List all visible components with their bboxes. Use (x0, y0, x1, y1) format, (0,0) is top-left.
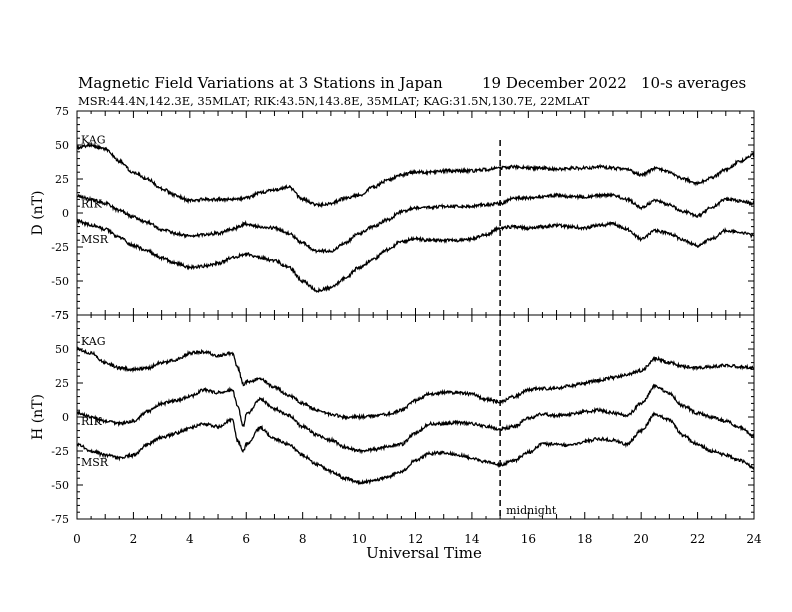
d-series-line-msr (76, 218, 755, 294)
x-tick-label: 18 (577, 532, 592, 546)
d-series-labels: KAG RIK MSR (81, 134, 109, 246)
h-series-label-kag: KAG (81, 335, 106, 348)
d-series-label-kag: KAG (81, 134, 106, 147)
d-y-tick-label: 0 (62, 207, 69, 220)
h-series-line-msr (76, 411, 755, 486)
h-series-labels: KAG RIK MSR (81, 335, 109, 469)
d-y-tick-label: 25 (55, 173, 69, 186)
h-y-tick-label: 25 (55, 377, 69, 390)
h-y-axis-label: H (nT) (30, 394, 46, 440)
d-y-axis-label: D (nT) (30, 191, 46, 236)
h-series-line-kag (76, 346, 755, 421)
figure-title: Magnetic Field Variations at 3 Stations … (78, 74, 443, 92)
d-y-axis: 75 50 25 0 -25 -50 -75 (51, 105, 755, 322)
h-panel: 75 50 25 0 -25 -50 -75 KAG RIK MSR H (nT) (30, 309, 755, 526)
x-tick-label: 8 (299, 532, 307, 546)
h-y-axis: 75 50 25 0 -25 -50 -75 (51, 309, 755, 526)
h-y-tick-label: 50 (55, 343, 69, 356)
x-tick-label: 12 (408, 532, 423, 546)
x-tick-label: 0 (73, 532, 81, 546)
d-y-tick-label: -50 (51, 275, 69, 288)
d-series-label-rik: RIK (81, 197, 103, 210)
d-panel: 75 50 25 0 -25 -50 -75 KAG RIK MSR D (nT) (30, 105, 755, 322)
x-tick-label: 6 (242, 532, 250, 546)
x-tick-label: 10 (351, 532, 366, 546)
x-tick-label: 20 (634, 532, 649, 546)
d-series-label-msr: MSR (81, 233, 109, 246)
h-y-tick-label: 75 (55, 309, 69, 322)
h-y-tick-label: 0 (62, 411, 69, 424)
h-series-label-msr: MSR (81, 456, 109, 469)
d-y-tick-label: -75 (51, 309, 69, 322)
x-tick-label: 16 (521, 532, 536, 546)
x-axis: 0 2 4 6 8 10 12 14 16 18 20 22 24 (73, 532, 762, 546)
figure-date: 19 December 2022 (482, 74, 627, 92)
h-y-tick-label: -75 (51, 513, 69, 526)
figure-averaging: 10-s averages (641, 74, 746, 92)
d-y-tick-label: 75 (55, 105, 69, 118)
d-series-line-kag (76, 141, 755, 209)
d-series-line-rik (76, 192, 755, 254)
stations-line: MSR:44.4N,142.3E, 35MLAT; RIK:43.5N,143.… (78, 94, 590, 108)
h-y-tick-label: -25 (51, 445, 69, 458)
x-axis-label: Universal Time (366, 544, 482, 562)
x-tick-label: 14 (464, 532, 480, 546)
x-tick-label: 2 (130, 532, 138, 546)
h-series-line-rik (76, 383, 755, 455)
midnight-label: midnight (506, 504, 557, 517)
d-panel-frame (76, 110, 755, 316)
d-series-lines (76, 141, 755, 294)
d-y-tick-label: 50 (55, 139, 69, 152)
x-tick-label: 4 (186, 532, 194, 546)
d-y-tick-label: -25 (51, 241, 69, 254)
x-tick-label: 24 (746, 532, 762, 546)
x-tick-label: 22 (690, 532, 705, 546)
h-y-tick-label: -50 (51, 479, 69, 492)
h-series-label-rik: RIK (81, 415, 103, 428)
h-series-lines (76, 346, 755, 486)
